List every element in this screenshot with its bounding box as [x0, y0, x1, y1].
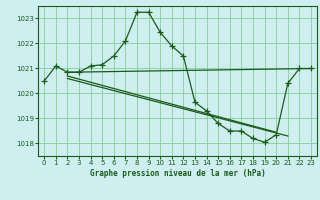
- X-axis label: Graphe pression niveau de la mer (hPa): Graphe pression niveau de la mer (hPa): [90, 169, 266, 178]
